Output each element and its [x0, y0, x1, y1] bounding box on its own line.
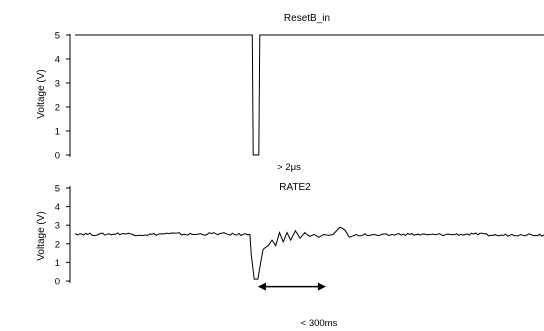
y-axis-label: Voltage (V)	[36, 69, 47, 118]
y-tick-label: 4	[55, 55, 60, 66]
y-axis-label: Voltage (V)	[36, 211, 47, 260]
pulse-width-annotation: > 2μs	[277, 162, 301, 173]
y-tick-label: 3	[55, 221, 60, 232]
y-tick-label: 4	[55, 202, 60, 213]
trace-resetb-in	[75, 34, 544, 156]
y-tick-label: 5	[55, 31, 60, 42]
y-tick-label: 5	[55, 184, 60, 195]
y-tick-label: 3	[55, 79, 60, 90]
chart-title: RATE2	[279, 182, 311, 193]
y-tick-label: 2	[55, 103, 60, 114]
y-tick-label: 2	[55, 239, 60, 250]
arrow-head-right-icon	[317, 282, 326, 291]
y-tick-label: 0	[55, 277, 60, 288]
chart-rate2: RATE2 Voltage (V) 5 4 3 2 1 0 < 300ms	[36, 182, 544, 329]
y-ticks: 5 4 3 2 1 0	[55, 184, 70, 288]
y-tick-label: 1	[55, 258, 60, 269]
y-ticks: 5 4 3 2 1 0	[55, 31, 70, 162]
arrow-head-left-icon	[257, 282, 266, 291]
y-tick-label: 1	[55, 127, 60, 138]
duration-arrow	[257, 282, 326, 291]
chart-resetb-in: ResetB_in Voltage (V) 5 4 3 2 1 0 > 2μs	[36, 13, 544, 173]
duration-annotation: < 300ms	[301, 318, 338, 329]
trace-rate2	[74, 226, 544, 280]
chart-title: ResetB_in	[284, 13, 330, 24]
y-tick-label: 0	[55, 151, 60, 162]
